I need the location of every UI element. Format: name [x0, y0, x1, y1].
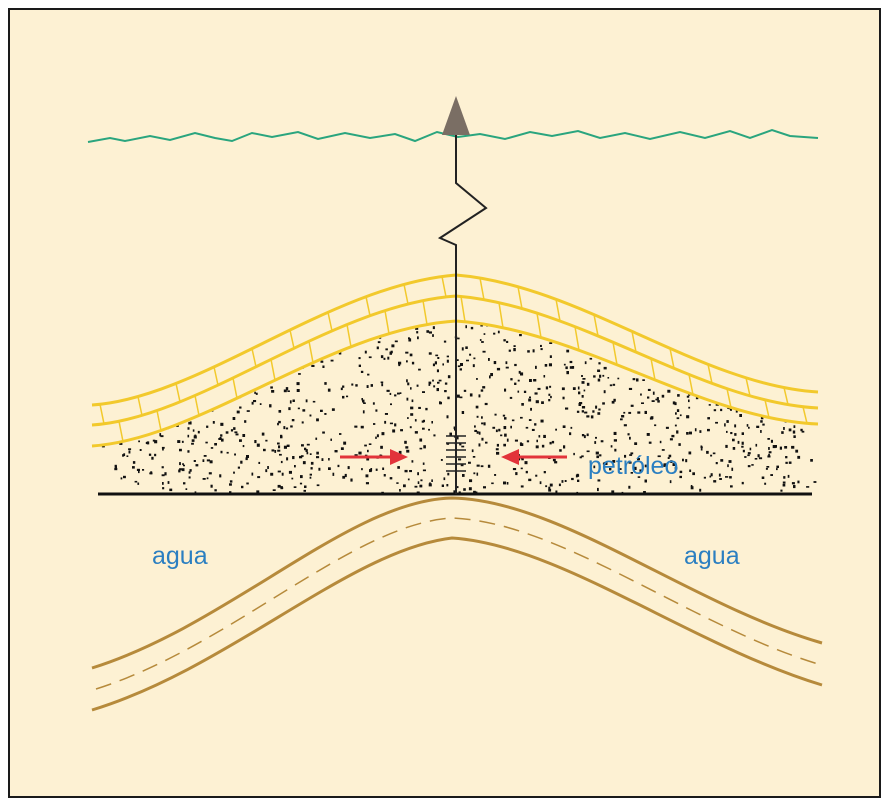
- well-perforations: [446, 435, 466, 472]
- well-head-arrow-icon: [442, 96, 470, 135]
- shale-layer: [91, 496, 823, 712]
- oil-well: [437, 96, 488, 494]
- label-oil: petróleo: [588, 452, 678, 480]
- label-water-right: agua: [684, 542, 740, 570]
- flow-arrow-left-icon: [501, 449, 567, 465]
- flow-arrow-right-icon: [340, 449, 408, 465]
- well-bore: [437, 132, 488, 494]
- ground-surface-line: [87, 128, 819, 143]
- label-water-left: agua: [152, 542, 208, 570]
